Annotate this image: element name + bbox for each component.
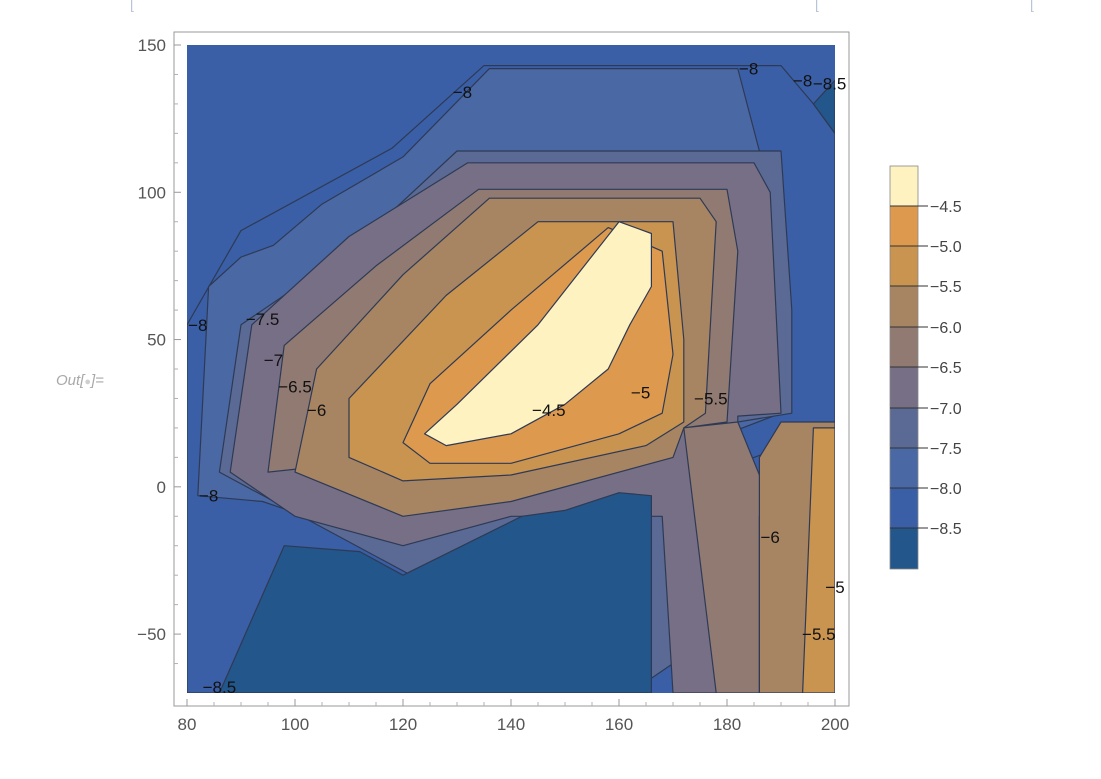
top-cell-fragment: [ xyxy=(130,0,134,12)
y-tick-label: 0 xyxy=(157,478,166,497)
contour-value-label: −5 xyxy=(825,578,844,597)
contour-value-label: −4.5 xyxy=(532,401,566,420)
x-tick-label: 140 xyxy=(497,715,525,734)
legend-level-label: −6.5 xyxy=(930,360,962,377)
legend-swatch xyxy=(890,327,918,367)
color-legend: −4.5 −5.0 −5.5 −6.0 −6.5 −7.0 −7.5 −8.0 −8.5 xyxy=(889,165,962,570)
legend-level-label: −7.0 xyxy=(930,401,962,418)
legend-level-label: −8.5 xyxy=(930,521,962,538)
legend-swatch xyxy=(890,367,918,408)
contour-value-label: −6 xyxy=(307,401,326,420)
contour-value-label: −5 xyxy=(631,384,650,403)
x-tick-label: 100 xyxy=(281,715,309,734)
legend-swatch xyxy=(890,206,918,246)
legend-swatch xyxy=(890,286,918,327)
x-tick-label: 200 xyxy=(821,715,849,734)
x-tick-label: 160 xyxy=(605,715,633,734)
y-tick-label: 150 xyxy=(138,36,166,55)
axis-ticks: 80 100 120 140 160 180 200 150 100 50 0 −50 xyxy=(137,36,849,734)
legend-level-label: −7.5 xyxy=(930,441,962,458)
top-cell-fragment: [ xyxy=(1030,0,1034,12)
legend-swatch xyxy=(890,408,918,448)
legend-level-label: −5.0 xyxy=(930,239,962,256)
legend-level-label: −4.5 xyxy=(930,199,962,216)
contour-region-band-8-5 xyxy=(812,79,835,134)
contour-region-band-5-0 xyxy=(801,427,835,693)
plot-area xyxy=(187,45,835,693)
legend-level-label: −6.0 xyxy=(930,320,962,337)
output-cell-label: Out[●]= xyxy=(56,372,104,389)
legend-swatch xyxy=(890,246,918,286)
out-prefix: Out[ xyxy=(56,372,85,389)
cell-number-dot: ● xyxy=(84,376,92,388)
top-cell-fragment: [ xyxy=(815,0,819,12)
contour-value-label: −8.5 xyxy=(813,74,847,93)
contour-value-label: −8.5 xyxy=(203,678,237,697)
y-tick-label: 100 xyxy=(138,183,166,202)
contour-labels: −8−8−8 −8.5−8 −7.5−7−6.5−6 −4.5−5 −5.5−8−6−5… xyxy=(188,60,846,698)
legend-level-label: −5.5 xyxy=(930,279,962,296)
y-tick-label: 50 xyxy=(147,331,166,350)
contour-value-label: −8 xyxy=(199,487,218,506)
contour-region-band-8-5 xyxy=(218,492,653,693)
contour-value-label: −8 xyxy=(793,71,812,90)
contour-value-label: −5.5 xyxy=(802,625,836,644)
y-tick-label: −50 xyxy=(137,625,166,644)
contour-value-label: −7 xyxy=(264,351,283,370)
contour-value-label: −5.5 xyxy=(694,389,728,408)
legend-swatch xyxy=(890,528,918,569)
legend-level-label: −8.0 xyxy=(930,481,962,498)
x-tick-label: 180 xyxy=(713,715,741,734)
legend-swatch xyxy=(890,488,918,528)
legend-swatch xyxy=(890,166,918,206)
x-tick-label: 80 xyxy=(178,715,197,734)
contour-value-label: −8 xyxy=(739,60,758,79)
contour-region-band-top xyxy=(424,221,653,447)
x-tick-label: 120 xyxy=(389,715,417,734)
contour-value-label: −7.5 xyxy=(246,310,280,329)
contour-value-label: −8 xyxy=(188,316,207,335)
legend-swatch xyxy=(890,448,918,488)
contour-value-label: −6 xyxy=(761,528,780,547)
contour-value-label: −6.5 xyxy=(278,378,312,397)
contour-value-label: −8 xyxy=(453,83,472,102)
out-suffix: ]= xyxy=(91,372,104,389)
